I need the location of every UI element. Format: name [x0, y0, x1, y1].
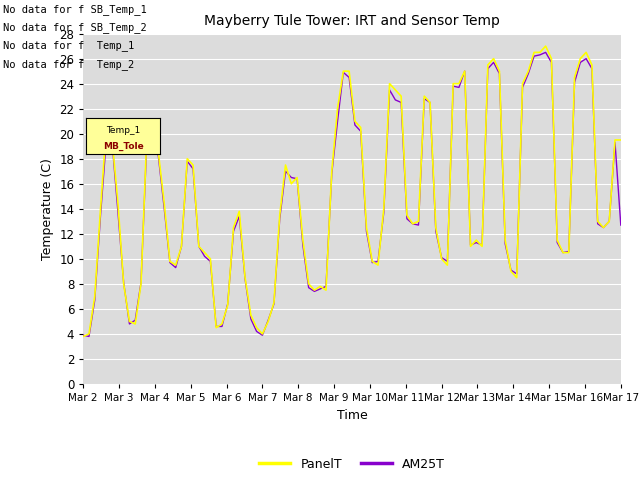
PanelT: [484, 62, 492, 68]
AM25T: [617, 222, 625, 228]
Text: No data for f  Temp_1: No data for f Temp_1: [3, 40, 134, 51]
PanelT: [305, 281, 312, 287]
PanelT: [542, 43, 550, 49]
X-axis label: Time: Time: [337, 408, 367, 421]
Y-axis label: Temperature (C): Temperature (C): [40, 158, 54, 260]
Text: Temp_1: Temp_1: [106, 126, 140, 135]
AM25T: [85, 334, 93, 339]
Line: PanelT: PanelT: [83, 46, 621, 336]
Text: No data for f SB_Temp_2: No data for f SB_Temp_2: [3, 22, 147, 33]
AM25T: [542, 49, 550, 55]
AM25T: [490, 60, 497, 65]
PanelT: [79, 334, 87, 339]
PanelT: [287, 181, 295, 187]
AM25T: [409, 221, 417, 227]
AM25T: [293, 176, 301, 181]
AM25T: [79, 332, 87, 338]
Title: Mayberry Tule Tower: IRT and Sensor Temp: Mayberry Tule Tower: IRT and Sensor Temp: [204, 14, 500, 28]
Text: No data for f SB_Temp_1: No data for f SB_Temp_1: [3, 4, 147, 15]
PanelT: [218, 321, 226, 327]
Text: MB_Tole: MB_Tole: [103, 142, 143, 151]
Line: AM25T: AM25T: [83, 52, 621, 336]
AM25T: [224, 301, 232, 307]
AM25T: [178, 243, 186, 249]
PanelT: [403, 212, 411, 218]
Legend: PanelT, AM25T: PanelT, AM25T: [254, 453, 450, 476]
PanelT: [172, 262, 180, 268]
Text: No data for f  Temp_2: No data for f Temp_2: [3, 59, 134, 70]
AM25T: [310, 288, 318, 294]
PanelT: [617, 137, 625, 143]
